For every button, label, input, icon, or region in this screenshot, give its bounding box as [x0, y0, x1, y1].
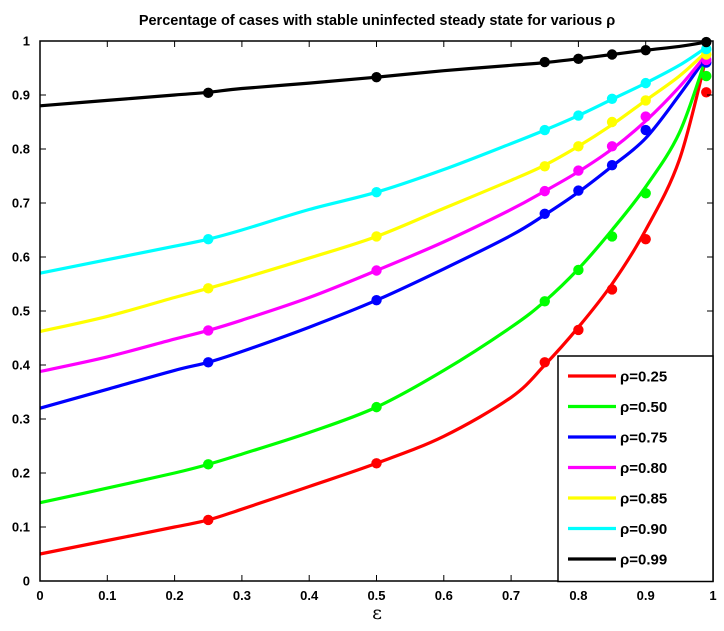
data-point: [539, 56, 550, 68]
data-point: [203, 87, 214, 99]
data-point: [539, 124, 550, 136]
legend-label: ρ=0.75: [620, 430, 667, 447]
x-tick-label: 0.7: [502, 588, 520, 603]
y-tick-labels: 0 0.1 0.2 0.3 0.4 0.5 0.6 0.7 0.8 0.9 1: [12, 34, 31, 589]
data-point: [640, 95, 651, 106]
x-tick-labels: 0 0.1 0.2 0.3 0.4 0.5 0.6 0.7 0.8 0.9 1: [36, 588, 716, 603]
x-tick-label: 0.5: [367, 588, 385, 603]
legend-label: ρ=0.80: [620, 460, 667, 477]
data-point: [573, 324, 584, 336]
chart-title: Percentage of cases with stable uninfect…: [139, 13, 615, 29]
data-point: [539, 185, 550, 197]
data-point: [203, 514, 214, 526]
data-point: [371, 71, 382, 83]
data-point: [539, 161, 550, 172]
x-tick-label: 0.2: [166, 588, 184, 603]
x-tick-label: 0.1: [98, 588, 116, 603]
y-tick-label: 0.4: [12, 358, 31, 373]
series-line-3: [39, 53, 708, 374]
data-point: [573, 185, 584, 196]
series-line-1: [39, 56, 708, 505]
data-point: [203, 325, 214, 336]
y-tick-label: 1: [23, 34, 30, 49]
data-point: [701, 70, 712, 82]
data-point: [606, 93, 618, 104]
y-tick-label: 0.8: [12, 142, 30, 157]
data-point: [606, 116, 618, 128]
data-point: [573, 141, 584, 152]
series-line-6: [39, 40, 707, 108]
y-tick-label: 0.6: [12, 250, 30, 265]
y-tick-label: 0.3: [12, 412, 30, 427]
legend-label: ρ=0.50: [620, 399, 667, 416]
x-tick-label: 1: [709, 588, 716, 603]
series-line-4: [39, 50, 708, 334]
x-tick-label: 0.9: [637, 588, 655, 603]
x-tick-label: 0.6: [435, 588, 453, 603]
data-point: [606, 49, 618, 60]
y-tick-label: 0.7: [12, 196, 30, 211]
series-line-0: [39, 56, 708, 556]
legend: ρ=0.25 ρ=0.50 ρ=0.75 ρ=0.80 ρ=0.85 ρ=0.90 ρ=0.…: [557, 355, 714, 583]
data-point: [640, 124, 651, 136]
data-point: [371, 265, 382, 276]
data-point: [539, 208, 550, 219]
y-tick-label: 0.2: [12, 466, 30, 481]
data-point: [371, 231, 382, 242]
data-point: [640, 188, 651, 199]
y-tick-label: 0.9: [12, 88, 30, 103]
plot-points: [203, 36, 712, 526]
data-point: [203, 283, 214, 294]
data-point: [640, 233, 651, 245]
data-point: [203, 357, 214, 368]
data-point: [203, 233, 214, 245]
data-point: [640, 77, 651, 89]
data-point: [371, 401, 382, 413]
data-point: [701, 36, 712, 48]
data-point: [640, 44, 651, 56]
x-tick-label: 0: [36, 588, 43, 603]
legend-label: ρ=0.90: [620, 521, 667, 538]
data-point: [606, 231, 618, 242]
data-point: [573, 53, 584, 65]
data-point: [539, 296, 550, 307]
y-tick-label: 0.1: [12, 520, 30, 535]
data-point: [640, 111, 651, 122]
x-tick-label: 0.4: [300, 588, 319, 603]
legend-label: ρ=0.99: [620, 552, 667, 569]
series-line-5: [39, 46, 708, 275]
data-point: [539, 357, 550, 368]
data-point: [606, 141, 618, 152]
axis-ticks: [39, 40, 714, 582]
legend-label: ρ=0.85: [620, 491, 667, 508]
series-line-2: [39, 56, 708, 410]
data-point: [573, 110, 584, 121]
x-tick-label: 0.3: [233, 588, 251, 603]
data-point: [371, 187, 382, 198]
data-point: [371, 295, 382, 306]
data-point: [573, 165, 584, 176]
legend-label: ρ=0.25: [620, 369, 667, 386]
data-point: [606, 160, 618, 171]
data-point: [606, 284, 618, 295]
x-axis-label: ε: [372, 602, 382, 624]
data-point: [573, 264, 584, 276]
data-point: [701, 87, 712, 98]
plot-lines: [39, 40, 708, 556]
y-tick-label: 0.5: [12, 304, 30, 319]
data-point: [371, 458, 382, 469]
x-tick-label: 0.8: [569, 588, 587, 603]
data-point: [203, 459, 214, 470]
y-tick-label: 0: [23, 574, 30, 589]
